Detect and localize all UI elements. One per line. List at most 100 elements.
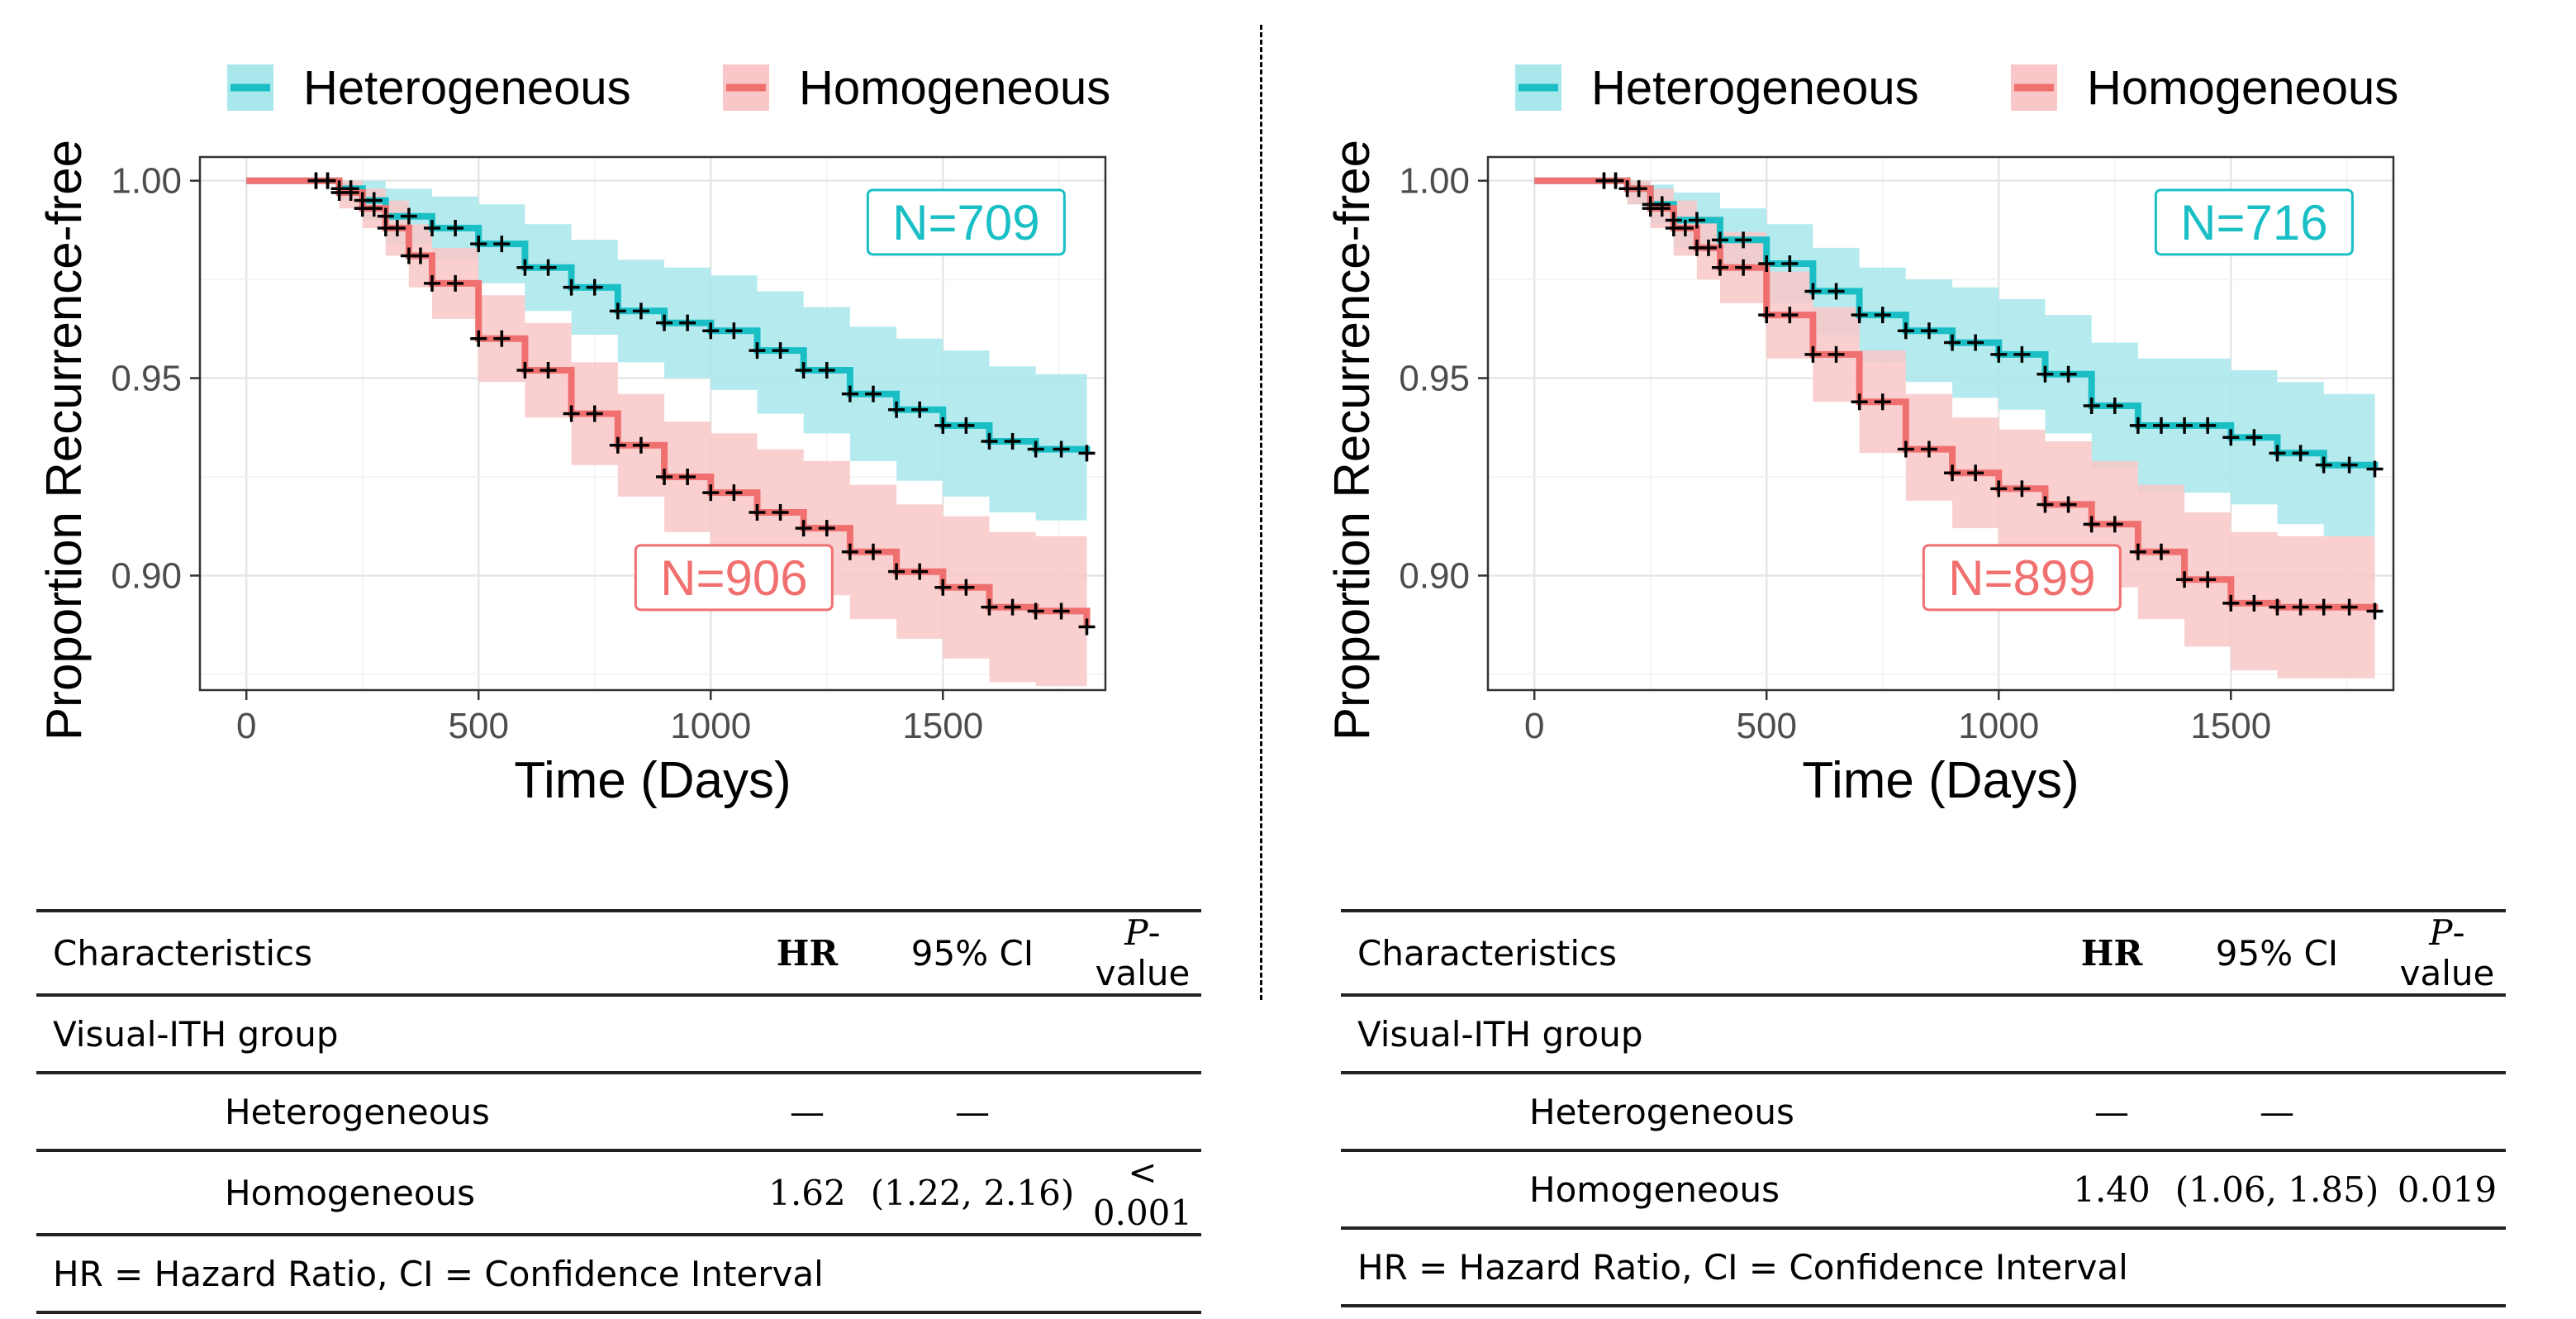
censor-mark [1078, 445, 1096, 462]
n-label-het: N=709 [892, 195, 1039, 250]
censor-mark [2222, 594, 2240, 612]
plot-border [198, 155, 1107, 692]
row-hr: 1.62 [768, 1172, 846, 1213]
n-label-box-het [2154, 188, 2354, 256]
censor-mark [539, 259, 557, 276]
ci-band-het [246, 180, 1087, 525]
censor-mark [319, 172, 336, 189]
censor-mark [1874, 393, 1891, 411]
censor-mark [1897, 322, 1914, 340]
x-tick-label: 1500 [902, 706, 983, 746]
ci-band-hom [246, 180, 1087, 698]
header-p-suffix: -value [1095, 912, 1191, 993]
right-panel: 0 500 1000 1500 0.90 0.95 1.00 Time (Days) Propo… [1288, 0, 2576, 1319]
censor-mark [2246, 594, 2263, 612]
censor-mark [2037, 365, 2054, 383]
hr-table-right: Characteristics HR 95% CI P-value Visual… [1341, 909, 2506, 1307]
censor-mark [2106, 516, 2123, 533]
row-label: Homogeneous [225, 1172, 476, 1213]
x-tick-label: 1000 [670, 706, 751, 746]
censor-mark [1607, 172, 1624, 189]
censor-mark [609, 302, 626, 320]
row-hr: — [2094, 1091, 2129, 1132]
censor-mark [1630, 180, 1647, 198]
censor-mark [1735, 259, 1752, 276]
n-label-het: N=716 [2180, 195, 2327, 250]
censor-mark [2341, 598, 2358, 616]
header-p: P [2429, 912, 2453, 953]
header-p-value: P-value [1084, 911, 1201, 995]
censor-mark [2176, 571, 2193, 588]
censor-mark [2292, 445, 2309, 462]
censor-mark [2199, 571, 2217, 588]
censor-mark [679, 314, 696, 331]
legend-label-hom: Homogeneous [799, 61, 1110, 115]
n-label-hom: N=906 [660, 550, 807, 606]
censor-mark [2315, 456, 2332, 474]
censor-mark [702, 484, 720, 502]
group-label: Visual-ITH group [53, 1013, 339, 1055]
y-tick-label: 1.00 [111, 161, 182, 202]
censor-mark [702, 322, 720, 340]
censor-mark [632, 302, 649, 320]
censor-mark [1735, 231, 1752, 249]
y-tick-label: 0.95 [1399, 359, 1470, 399]
censor-mark [1676, 220, 1694, 236]
n-label-box-hom [1922, 544, 2122, 612]
km-chart-left: 0 500 1000 1500 0.90 0.95 1.00 Time (Days) Propo… [36, 61, 1110, 809]
censor-mark [656, 314, 673, 331]
header-characteristics: Characteristics [1357, 932, 1618, 974]
row-p: 0.019 [2397, 1169, 2498, 1210]
censor-mark [888, 563, 905, 580]
censor-mark [1699, 239, 1717, 256]
censor-mark [725, 322, 743, 340]
censor-mark [1712, 231, 1729, 249]
x-axis-label: Time (Days) [514, 752, 791, 809]
censor-mark [1004, 598, 1021, 616]
legend-label-het: Heterogeneous [1591, 61, 1919, 115]
n-label-hom: N=899 [1948, 550, 2095, 606]
censor-mark [2222, 429, 2240, 446]
y-tick-label: 1.00 [1399, 161, 1470, 202]
censor-mark [1653, 200, 1671, 217]
censor-mark [2129, 543, 2146, 560]
censor-mark [2176, 417, 2193, 434]
censor-mark [1851, 393, 1868, 411]
censor-mark [493, 236, 511, 253]
table-header-row: Characteristics HR 95% CI P-value [1341, 911, 2506, 995]
table-header-row: Characteristics HR 95% CI P-value [36, 911, 1201, 995]
y-tick-label: 0.95 [111, 359, 182, 399]
censor-mark [1027, 602, 1044, 620]
censor-mark [365, 200, 383, 217]
censor-mark [586, 405, 603, 422]
header-characteristics: Characteristics [53, 932, 313, 974]
censor-mark [981, 433, 998, 450]
censor-mark [563, 405, 580, 422]
censor-mark [1053, 602, 1070, 620]
censor-mark [958, 417, 975, 434]
table-row: Visual-ITH group [36, 995, 1201, 1073]
row-p [1084, 1073, 1201, 1150]
row-ci: — [955, 1091, 990, 1132]
censor-mark [447, 274, 464, 292]
censor-mark [841, 543, 858, 560]
censor-mark [2366, 602, 2384, 620]
censor-mark [1827, 283, 1845, 300]
censor-mark [2269, 598, 2286, 616]
censor-mark [632, 436, 649, 454]
censor-mark [2269, 445, 2286, 462]
censor-mark [1944, 334, 1961, 351]
censor-mark [841, 385, 858, 402]
censor-mark [2106, 398, 2123, 414]
censor-mark [1990, 345, 2008, 363]
censor-marks-hom [307, 172, 1096, 636]
censor-mark [1781, 307, 1799, 324]
censor-mark [1758, 255, 1775, 272]
x-tick-label: 500 [449, 706, 509, 746]
table-row: Homogeneous 1.62 (1.22, 2.16) < 0.001 [36, 1150, 1201, 1235]
censor-mark [934, 417, 952, 434]
censor-mark [2152, 543, 2170, 560]
y-axis-label: Proportion Recurrence-free [1324, 140, 1380, 740]
censor-mark [749, 504, 766, 521]
censor-mark [424, 220, 441, 236]
